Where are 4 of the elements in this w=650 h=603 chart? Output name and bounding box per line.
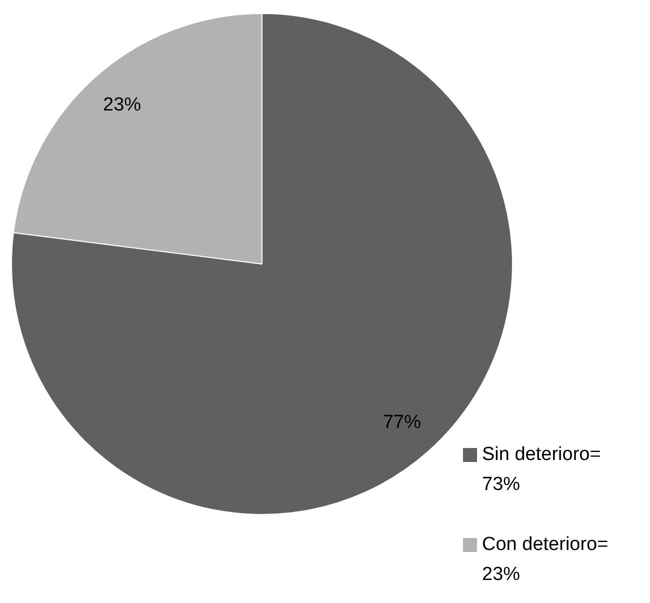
data-label: 77% [382, 412, 422, 434]
legend-label: Con deterioro= 23% [482, 533, 610, 587]
legend-label: Sin deterioro= 73% [482, 443, 602, 497]
data-label: 23% [103, 94, 142, 116]
